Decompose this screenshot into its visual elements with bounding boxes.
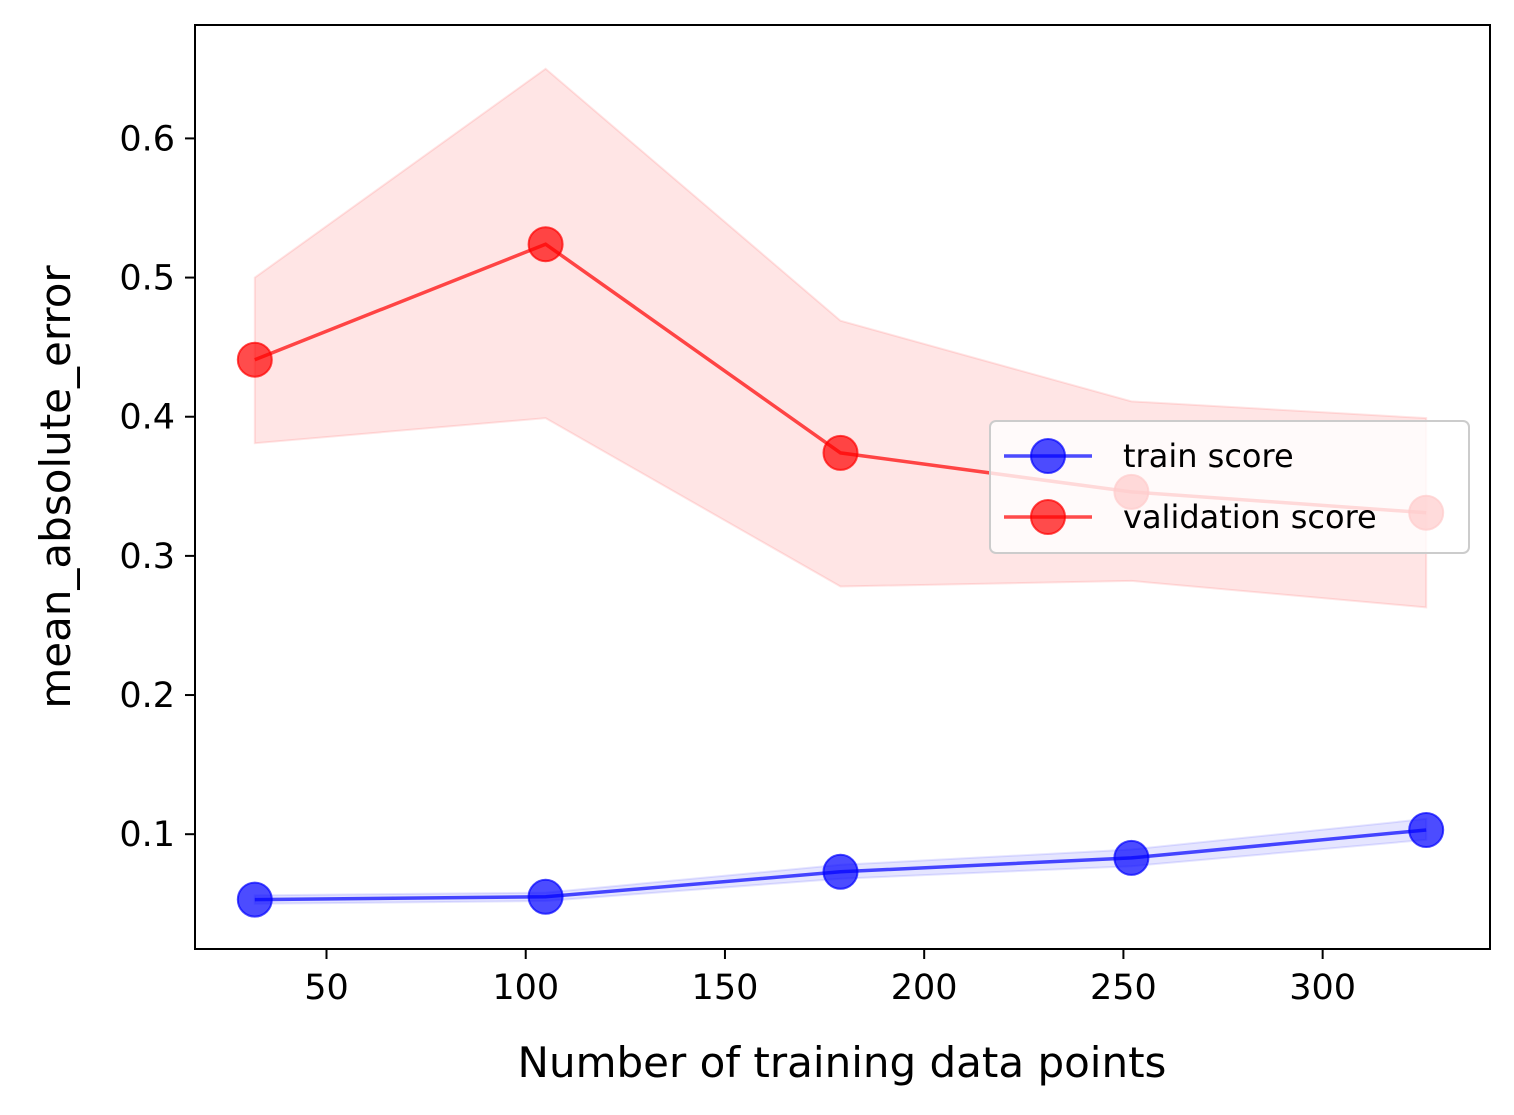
train-score-point [1408, 812, 1445, 848]
legend-train-score-label: train score [1123, 437, 1294, 475]
y-tick-label: 0.3 [119, 537, 175, 577]
y-tick-label: 0.5 [119, 259, 175, 299]
validation-score-point [822, 434, 859, 471]
x-tick-label: 200 [891, 968, 958, 1008]
x-axis-ticks: 50 100 150 200 250 300 [304, 949, 1356, 1008]
train-score-point [822, 853, 859, 890]
y-tick-label: 0.6 [119, 119, 175, 159]
legend-train-score-marker [1030, 438, 1066, 474]
y-tick-label: 0.2 [119, 676, 175, 716]
y-axis-label: mean_absolute_error [31, 265, 80, 709]
train-score-point [1113, 839, 1150, 876]
validation-score-point [236, 341, 273, 378]
x-tick-label: 150 [692, 968, 759, 1008]
y-tick-label: 0.4 [119, 398, 175, 438]
x-tick-label: 50 [304, 968, 349, 1008]
x-tick-label: 300 [1289, 968, 1356, 1008]
y-axis-ticks: 0.1 0.2 0.3 0.4 0.5 0.6 [119, 119, 195, 855]
validation-score-point [527, 226, 564, 263]
x-tick-label: 250 [1090, 968, 1157, 1008]
x-tick-label: 100 [492, 968, 559, 1008]
legend-validation-score-marker [1030, 499, 1066, 535]
legend-validation-score-label: validation score [1123, 498, 1377, 536]
legend: train score validation score [989, 420, 1470, 554]
plot-frame [194, 24, 1491, 950]
train-score-point [527, 878, 564, 915]
legend-box [989, 420, 1470, 554]
train-score-point [236, 881, 273, 918]
x-axis-label: Number of training data points [518, 1038, 1167, 1087]
y-tick-label: 0.1 [119, 815, 175, 855]
